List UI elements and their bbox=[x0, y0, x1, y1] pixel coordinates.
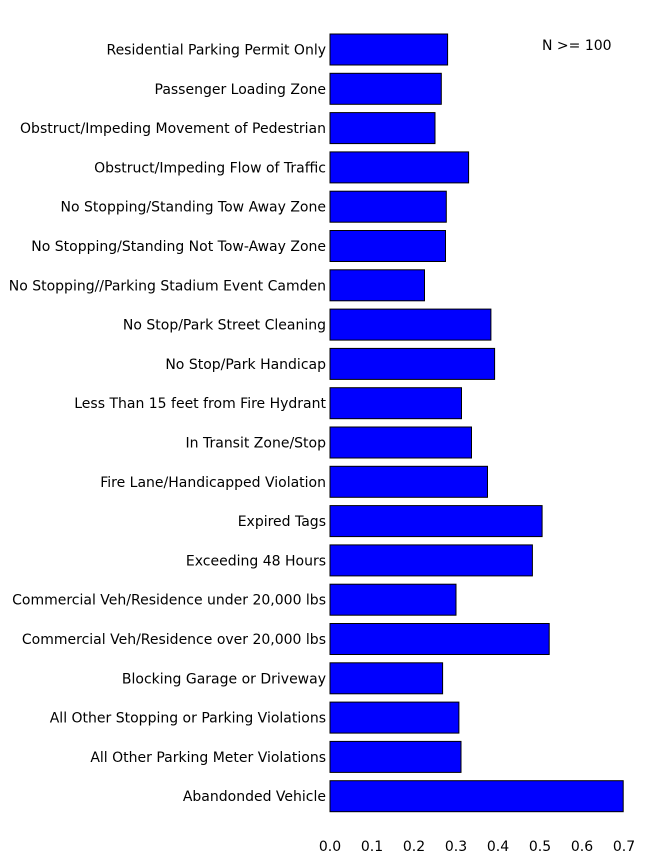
category-label-7: No Stopping//Parking Stadium Event Camde… bbox=[9, 278, 326, 294]
category-label-1: Residential Parking Permit Only bbox=[106, 43, 326, 59]
bar-17 bbox=[329, 662, 444, 695]
category-label-5: No Stopping/Standing Tow Away Zone bbox=[61, 200, 326, 216]
bar-9 bbox=[329, 347, 496, 380]
bar-16 bbox=[329, 623, 550, 655]
bar-18 bbox=[329, 701, 460, 734]
bar-15 bbox=[329, 583, 457, 616]
category-label-2: Passenger Loading Zone bbox=[155, 82, 327, 98]
bar-14 bbox=[329, 544, 533, 577]
bar-12 bbox=[329, 465, 488, 498]
category-label-15: Commercial Veh/Residence under 20,000 lb… bbox=[12, 593, 326, 609]
bar-4 bbox=[329, 151, 470, 184]
category-labels-group: Residential Parking Permit Only Passenger… bbox=[9, 43, 327, 806]
bar-20 bbox=[329, 780, 624, 813]
category-label-18: All Other Stopping or Parking Violations bbox=[50, 711, 326, 727]
x-tick-label-7: 0.6 bbox=[571, 839, 593, 855]
category-label-12: Fire Lane/Handicapped Violation bbox=[100, 475, 326, 491]
bars-group bbox=[329, 33, 624, 813]
x-tick-label-4: 0.3 bbox=[445, 839, 467, 855]
x-tick-label-8: 0.7 bbox=[613, 839, 635, 855]
x-tick-label-2: 0.1 bbox=[361, 839, 383, 855]
category-label-13: Expired Tags bbox=[238, 514, 326, 530]
x-tick-label-6: 0.5 bbox=[529, 839, 551, 855]
bar-1 bbox=[329, 33, 449, 66]
x-tick-labels-group: 0.0 0.1 0.2 0.3 0.4 0.5 0.6 0.7 bbox=[319, 839, 635, 855]
category-label-3: Obstruct/Impeding Movement of Pedestrian bbox=[20, 121, 326, 137]
bar-11 bbox=[329, 426, 472, 459]
category-label-8: No Stop/Park Street Cleaning bbox=[123, 318, 326, 334]
category-label-14: Exceeding 48 Hours bbox=[186, 553, 326, 569]
bar-7 bbox=[329, 269, 425, 302]
category-label-11: In Transit Zone/Stop bbox=[186, 436, 327, 452]
bar-19 bbox=[329, 740, 462, 773]
x-tick-label-1: 0.0 bbox=[319, 839, 341, 855]
category-label-9: No Stop/Park Handicap bbox=[165, 357, 326, 373]
sample-size-annotation: N >= 100 bbox=[542, 38, 612, 54]
category-label-19: All Other Parking Meter Violations bbox=[90, 750, 326, 766]
bar-3 bbox=[329, 112, 436, 145]
bar-5 bbox=[329, 190, 447, 223]
bar-10 bbox=[329, 387, 462, 420]
category-label-16: Commercial Veh/Residence over 20,000 lbs bbox=[22, 632, 326, 648]
category-label-6: No Stopping/Standing Not Tow-Away Zone bbox=[31, 239, 326, 255]
bar-8 bbox=[329, 308, 492, 341]
category-label-20: Abandonded Vehicle bbox=[183, 789, 326, 805]
category-label-17: Blocking Garage or Driveway bbox=[122, 671, 326, 687]
x-tick-label-5: 0.4 bbox=[487, 839, 509, 855]
bar-6 bbox=[329, 230, 446, 262]
category-label-4: Obstruct/Impeding Flow of Traffic bbox=[94, 160, 326, 176]
bar-2 bbox=[329, 72, 442, 105]
bar-13 bbox=[329, 505, 543, 538]
category-label-10: Less Than 15 feet from Fire Hydrant bbox=[74, 396, 326, 412]
x-tick-label-3: 0.2 bbox=[403, 839, 425, 855]
